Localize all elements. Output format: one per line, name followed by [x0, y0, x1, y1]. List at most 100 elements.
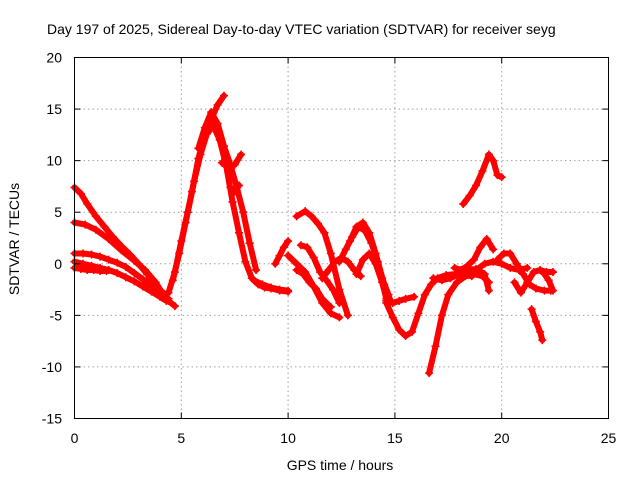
data-point — [271, 259, 280, 268]
data-point — [168, 276, 177, 285]
data-point — [548, 268, 557, 277]
data-point — [83, 199, 92, 208]
data-point — [224, 163, 233, 172]
y-tick-label: -15 — [42, 411, 62, 427]
data-point — [335, 313, 344, 322]
data-point — [279, 243, 288, 252]
data-point — [220, 142, 229, 151]
data-point — [395, 325, 404, 334]
data-point — [519, 270, 528, 279]
data-point — [510, 278, 519, 287]
data-point — [234, 181, 243, 190]
x-axis-label: GPS time / hours — [287, 457, 394, 473]
data-point — [239, 208, 248, 217]
data-point — [284, 286, 293, 295]
data-point — [207, 108, 216, 117]
grid — [74, 57, 609, 419]
data-point — [371, 259, 380, 268]
data-point — [531, 317, 540, 326]
data-point — [296, 241, 305, 250]
data-point — [91, 212, 100, 221]
data-point — [79, 249, 88, 258]
x-tick-label: 10 — [280, 430, 296, 446]
data-series-arc-23 — [426, 271, 492, 377]
data-point — [100, 222, 109, 231]
data-point — [130, 269, 139, 278]
data-point — [87, 250, 96, 259]
data-point — [284, 237, 293, 246]
chart-title: Day 197 of 2025, Sidereal Day-to-day VTE… — [47, 21, 556, 37]
data-point — [365, 228, 374, 237]
y-tick-label: 5 — [54, 204, 62, 220]
data-point — [81, 220, 90, 229]
data-point — [341, 245, 350, 254]
data-point — [454, 268, 463, 277]
data-series-arc-30 — [528, 306, 546, 344]
data-point — [472, 181, 481, 190]
data-point — [388, 313, 397, 322]
data-point — [307, 212, 316, 221]
data-point — [346, 237, 355, 246]
data-point — [465, 191, 474, 200]
data-point — [493, 255, 502, 264]
data-point — [104, 255, 113, 264]
data-point — [378, 278, 387, 287]
data-point — [316, 268, 325, 277]
data-point — [497, 173, 506, 182]
data-point — [529, 268, 538, 277]
data-point — [299, 270, 308, 279]
data-point — [544, 276, 553, 285]
data-point — [478, 166, 487, 175]
y-tick-label: 0 — [54, 256, 62, 272]
data-point — [230, 160, 239, 169]
data-series-arc-12 — [272, 238, 292, 267]
data-point — [113, 258, 122, 267]
data-point — [523, 278, 532, 287]
data-point — [234, 228, 243, 237]
data-point — [358, 255, 367, 264]
data-series-arc-9 — [218, 151, 245, 171]
data-point — [469, 255, 478, 264]
data-point — [493, 171, 502, 180]
data-point — [76, 264, 85, 273]
data-point — [175, 249, 184, 258]
y-tick-labels: -15 -10 -5 0 5 10 15 20 — [42, 50, 62, 427]
data-point — [516, 288, 525, 297]
data-point — [401, 294, 410, 303]
data-point — [213, 119, 222, 128]
data-point — [220, 91, 229, 100]
data-point — [450, 263, 459, 272]
data-point — [352, 270, 361, 279]
data-point — [452, 278, 461, 287]
y-tick-label: 20 — [46, 50, 62, 66]
data-point — [318, 274, 327, 283]
data-point — [303, 243, 312, 252]
data-point — [548, 286, 557, 295]
data-point — [401, 331, 410, 340]
data-point — [407, 327, 416, 336]
data-point — [292, 265, 301, 274]
data-point — [420, 290, 429, 299]
data-point — [531, 284, 540, 293]
data-point — [431, 342, 440, 351]
data-point — [309, 253, 318, 262]
data-point — [437, 311, 446, 320]
data-point — [540, 270, 549, 279]
data-point — [314, 219, 323, 228]
data-point — [459, 199, 468, 208]
data-point — [258, 280, 267, 289]
data-point — [117, 246, 126, 255]
data-point — [512, 259, 521, 268]
data-point — [164, 288, 173, 297]
data-point — [267, 283, 276, 292]
data-point — [484, 150, 493, 159]
data-point — [382, 298, 391, 307]
data-point — [484, 286, 493, 295]
data-point — [480, 270, 489, 279]
data-point — [155, 292, 164, 301]
data-point — [444, 290, 453, 299]
x-tick-labels: 0 5 10 15 20 25 — [71, 430, 617, 446]
data-point — [320, 228, 329, 237]
data-point — [536, 265, 545, 274]
data-point — [395, 296, 404, 305]
